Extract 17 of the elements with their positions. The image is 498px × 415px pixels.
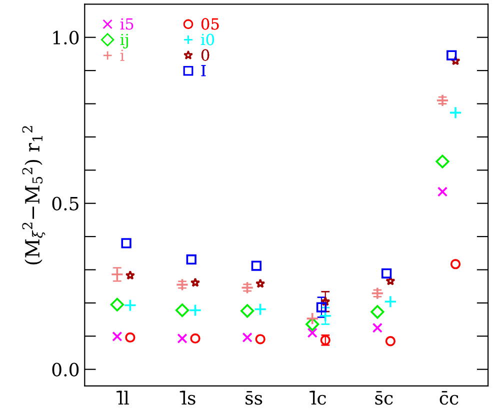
legend-label: 05 xyxy=(201,18,219,30)
legend-label: I xyxy=(201,65,206,76)
legend-label: 0 xyxy=(201,49,210,61)
x-tick-label: c̄c xyxy=(440,391,458,405)
legend-label: i5 xyxy=(120,18,134,30)
y-tick-label: 0.0 xyxy=(52,362,79,376)
legend-label: i xyxy=(120,50,124,61)
x-tick-label: s̄s xyxy=(246,391,262,405)
legend-label: ij xyxy=(120,34,128,48)
x-tick-label: l̄c xyxy=(310,390,326,405)
y-tick-label: 0.5 xyxy=(52,196,78,210)
x-tick-label: l̄s xyxy=(180,390,196,405)
x-tick-label: l̄l xyxy=(116,390,129,405)
x-tick-label: s̄c xyxy=(375,391,393,405)
y-tick-label: 1.0 xyxy=(53,30,79,44)
legend-label: i0 xyxy=(201,34,214,46)
text: (M$_{ξ}$$^{2}$−M$_{5}$$^{2}$) r$_{1}$$^{2}$ xyxy=(22,126,46,264)
